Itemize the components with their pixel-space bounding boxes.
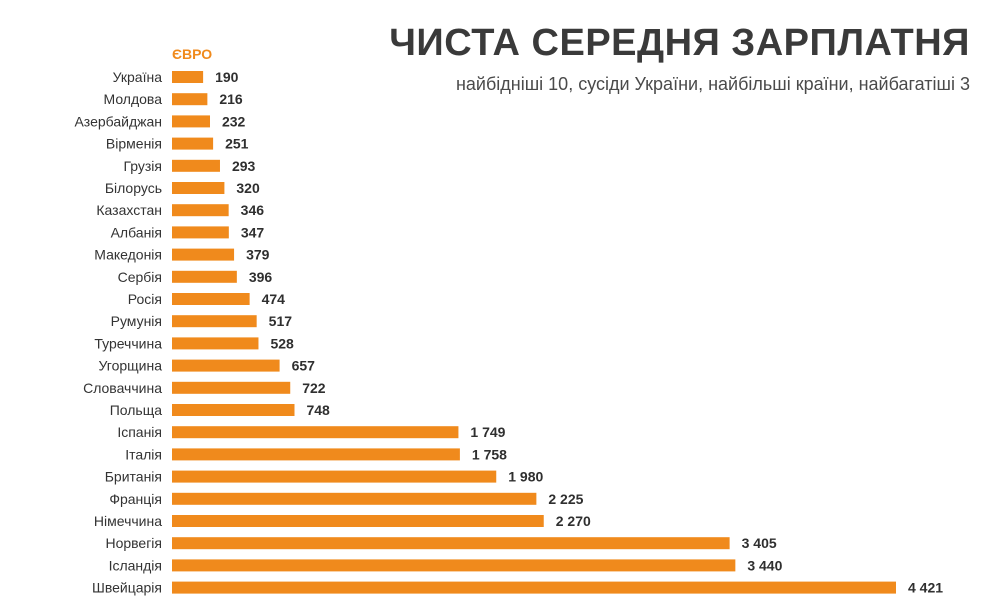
value-label: 190 — [215, 69, 239, 85]
bar — [172, 248, 235, 261]
category-label: Ісландія — [109, 557, 162, 573]
category-label: Швейцарія — [92, 580, 162, 596]
value-label: 293 — [232, 158, 256, 174]
category-label: Україна — [113, 69, 163, 85]
category-label: Білорусь — [105, 180, 162, 196]
bar — [172, 71, 204, 83]
value-label: 216 — [219, 91, 243, 107]
value-label: 232 — [222, 113, 246, 129]
bars-group: Україна 190 Молдова 216 Азербайджан 232 Вірмен… — [74, 69, 943, 596]
bar — [172, 470, 497, 483]
value-label: 722 — [302, 380, 326, 396]
value-label: 1 749 — [470, 424, 505, 440]
value-label: 346 — [241, 202, 265, 218]
value-label: 3 405 — [742, 535, 777, 551]
value-label: 379 — [246, 247, 270, 263]
category-label: Франція — [109, 491, 162, 507]
value-label: 2 225 — [548, 491, 583, 507]
category-label: Іспанія — [117, 424, 162, 440]
value-label: 1 980 — [508, 469, 543, 485]
bar — [172, 137, 214, 150]
category-label: Туреччина — [94, 335, 162, 351]
value-label: 748 — [306, 402, 330, 418]
bar — [172, 204, 229, 217]
bar — [172, 381, 291, 394]
bar — [172, 182, 225, 194]
value-label: 657 — [292, 358, 316, 374]
bar — [172, 448, 460, 461]
category-label: Азербайджан — [74, 113, 162, 129]
category-label: Грузія — [123, 158, 162, 174]
category-label: Німеччина — [94, 513, 162, 529]
category-label: Вірменія — [106, 136, 162, 152]
bar — [172, 159, 220, 172]
bar — [172, 426, 459, 439]
bar — [172, 559, 736, 572]
chart-subtitle: найбідніші 10, сусіди України, найбільші… — [455, 74, 970, 94]
bar — [172, 93, 208, 106]
category-label: Росія — [128, 291, 162, 307]
category-label: Албанія — [111, 224, 162, 240]
value-label: 517 — [269, 313, 293, 329]
bar — [172, 115, 210, 128]
bar — [172, 515, 544, 527]
bar — [172, 537, 730, 550]
value-label: 3 440 — [747, 557, 782, 573]
bar — [172, 293, 250, 305]
unit-label: ЄВРО — [172, 46, 212, 62]
category-label: Молдова — [104, 91, 163, 107]
bar — [172, 226, 229, 239]
bar — [172, 315, 257, 328]
category-label: Італія — [125, 446, 162, 462]
category-label: Сербія — [118, 269, 162, 285]
value-label: 474 — [262, 291, 286, 307]
value-label: 320 — [236, 180, 260, 196]
bar — [172, 270, 237, 283]
value-label: 2 270 — [556, 513, 591, 529]
bar — [172, 404, 295, 416]
value-label: 251 — [225, 136, 249, 152]
value-label: 347 — [241, 224, 265, 240]
bar — [172, 359, 280, 372]
value-label: 1 758 — [472, 446, 507, 462]
bar — [172, 337, 259, 350]
value-label: 528 — [270, 335, 294, 351]
category-label: Норвегія — [105, 535, 162, 551]
chart-title: ЧИСТА СЕРЕДНЯ ЗАРПЛАТНЯ — [389, 22, 970, 64]
bar — [172, 492, 537, 505]
value-label: 4 421 — [908, 580, 943, 596]
category-label: Македонія — [94, 247, 162, 263]
category-label: Угорщина — [99, 358, 163, 374]
category-label: Польща — [110, 402, 163, 418]
category-label: Словаччина — [83, 380, 162, 396]
category-label: Британія — [105, 469, 162, 485]
value-label: 396 — [249, 269, 273, 285]
category-label: Румунія — [111, 313, 162, 329]
bar — [172, 581, 896, 594]
category-label: Казахстан — [96, 202, 162, 218]
